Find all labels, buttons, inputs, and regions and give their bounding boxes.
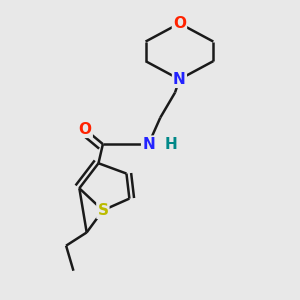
Text: O: O bbox=[79, 122, 92, 137]
Text: S: S bbox=[98, 203, 108, 218]
Text: N: N bbox=[173, 72, 186, 87]
Text: N: N bbox=[142, 136, 155, 152]
Text: O: O bbox=[173, 16, 186, 31]
Text: H: H bbox=[164, 136, 177, 152]
